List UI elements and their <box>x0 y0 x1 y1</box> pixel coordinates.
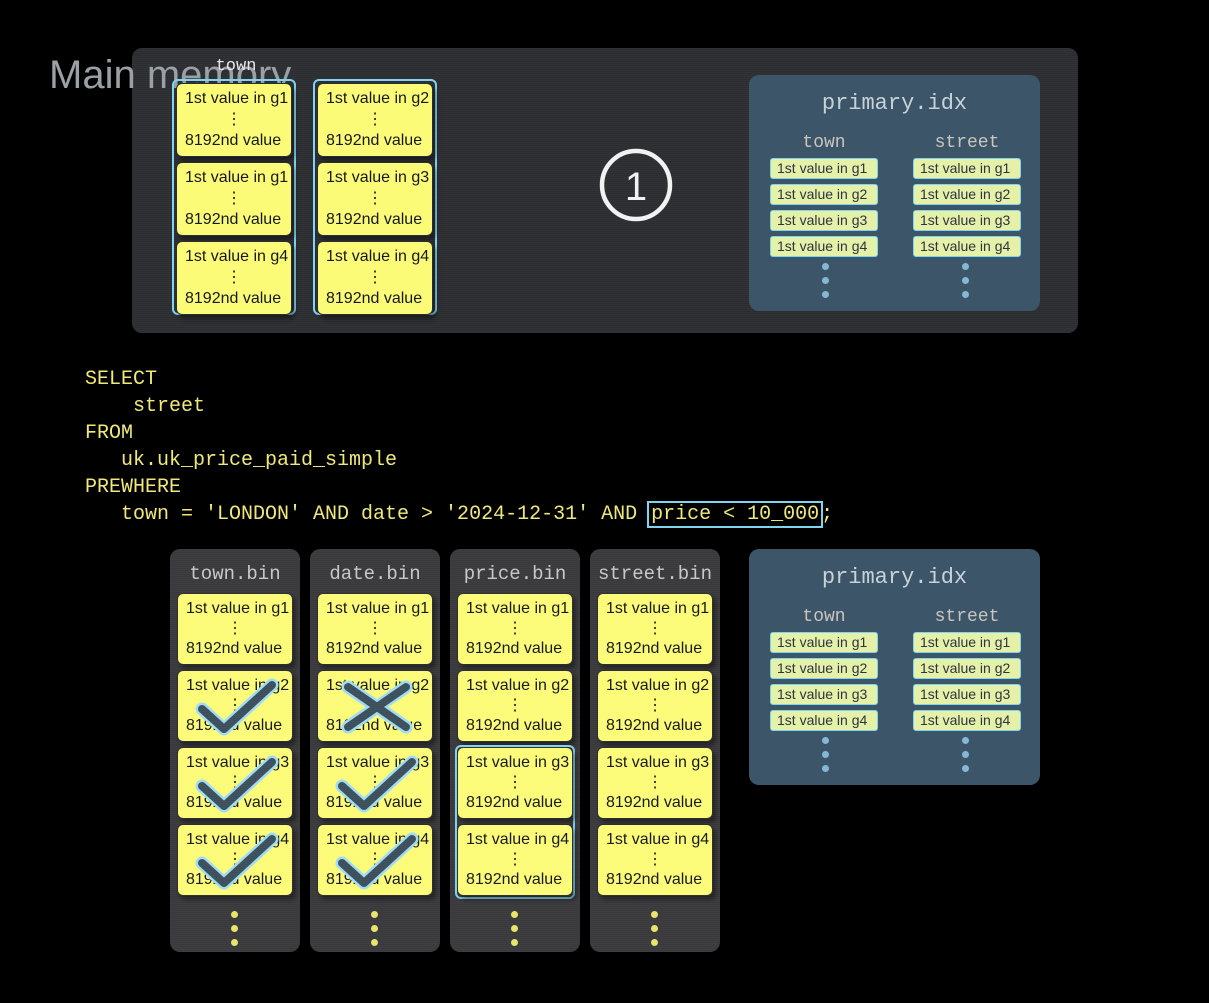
svg-text:1: 1 <box>625 165 647 209</box>
